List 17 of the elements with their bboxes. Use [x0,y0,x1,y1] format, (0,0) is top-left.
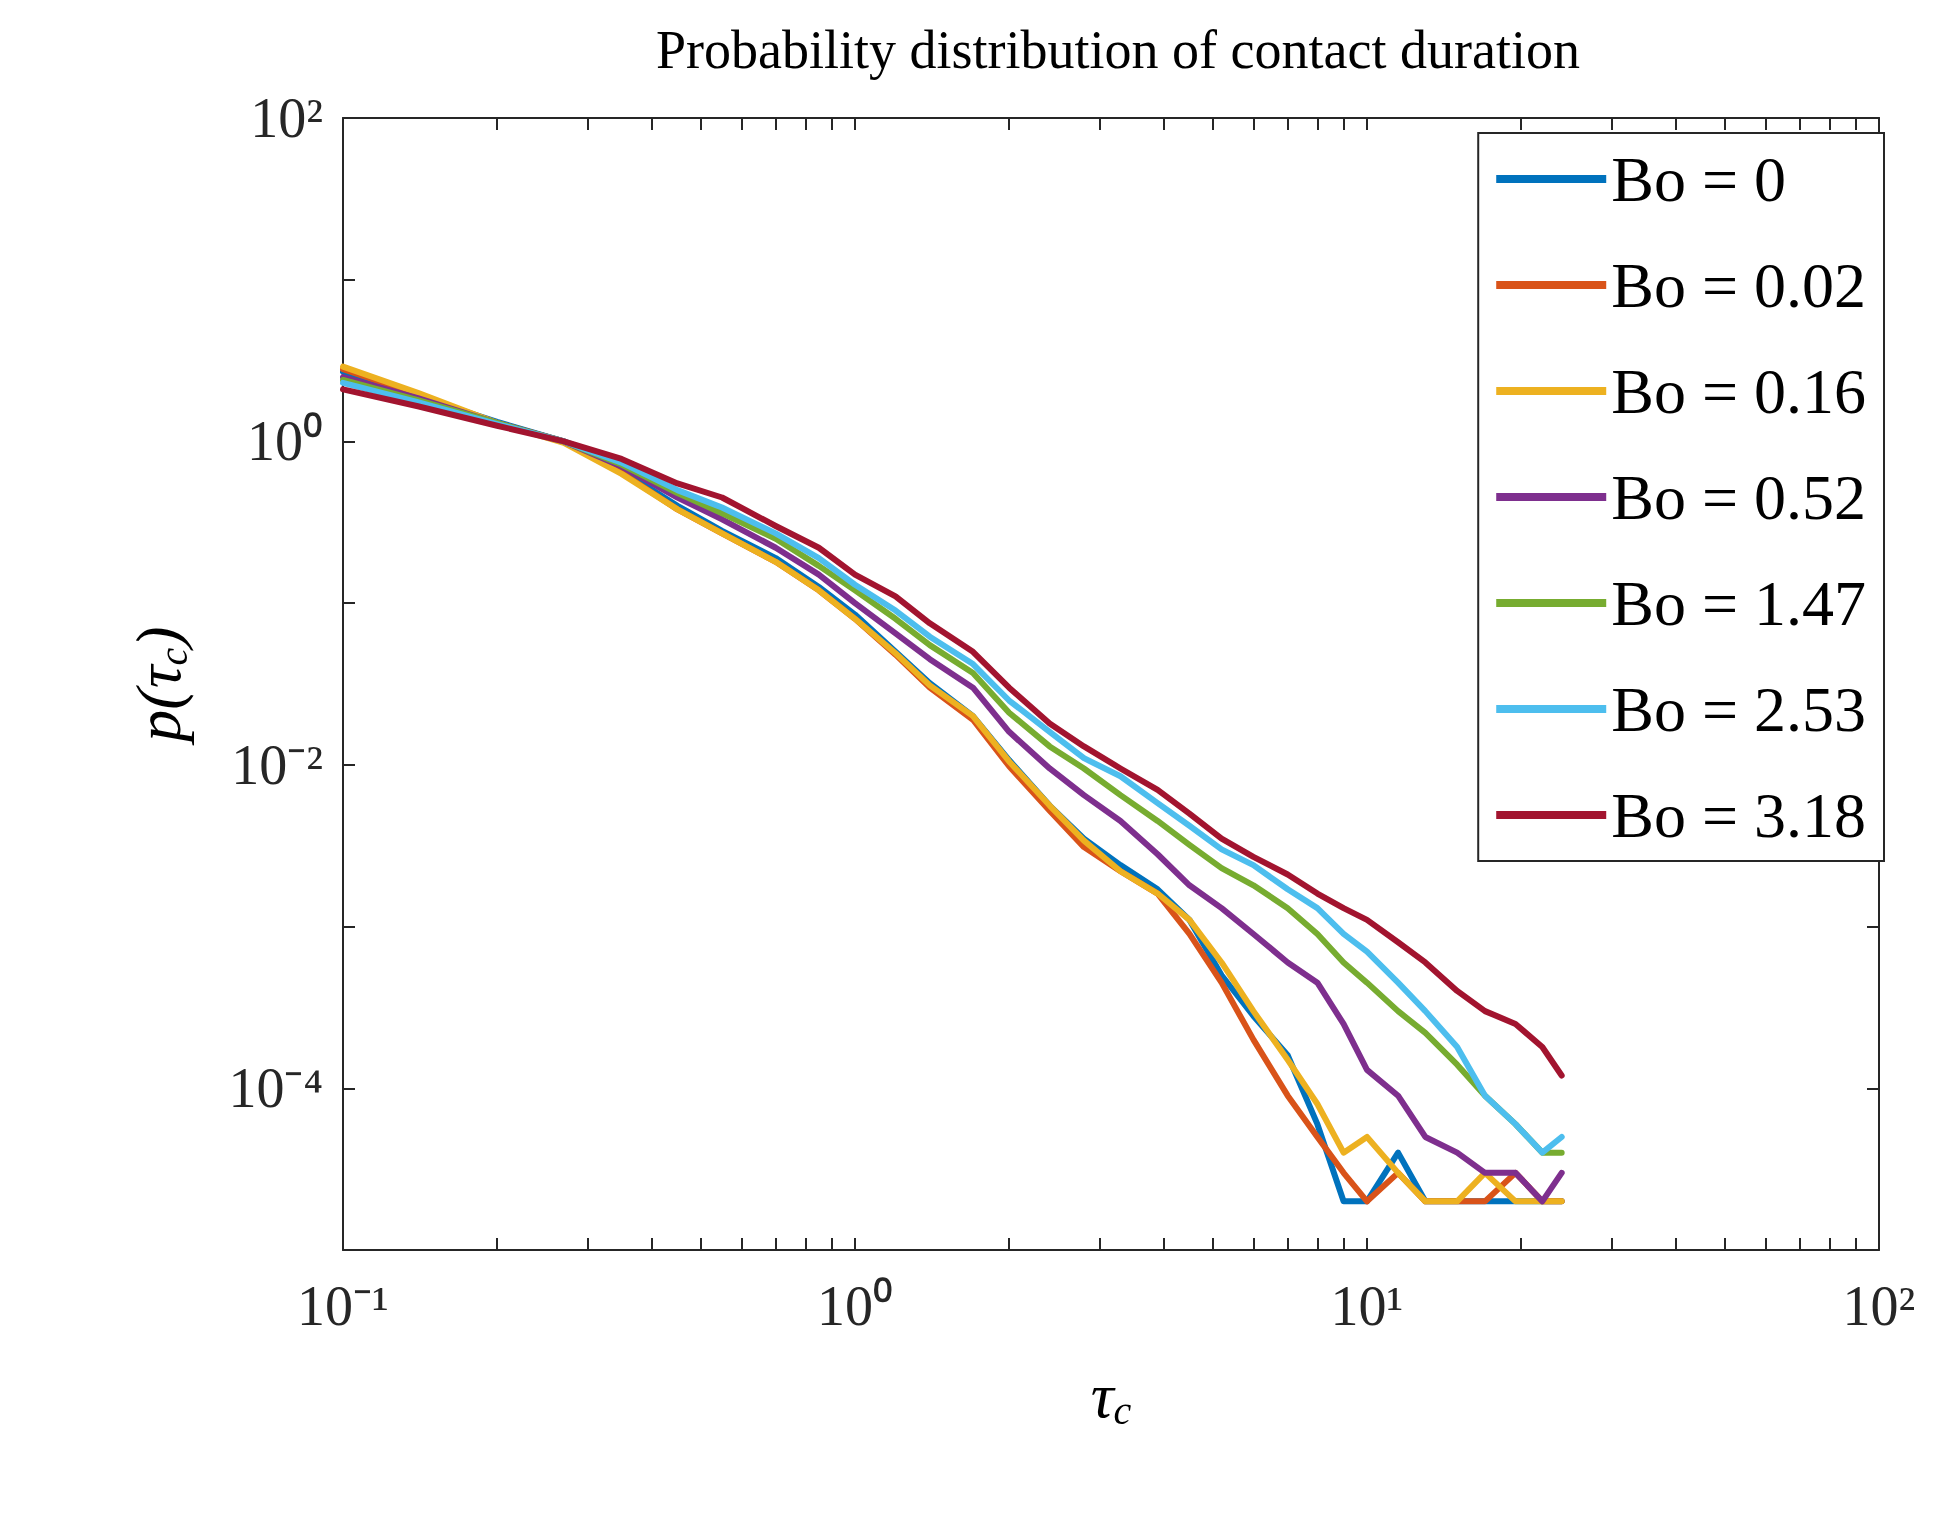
legend-label: Bo = 0.16 [1611,355,1866,427]
y-axis-title: p(τc) [122,626,196,746]
legend-label: Bo = 0.52 [1611,461,1866,533]
x-tick-label: 10¹ [1330,1275,1404,1337]
x-tick-label: 10⁰ [817,1275,893,1337]
y-tick-label: 10² [250,87,323,149]
y-tick-label: 10⁻² [231,733,323,796]
y-tick-label: 10⁻⁴ [228,1057,323,1120]
legend-label: Bo = 0.02 [1611,249,1866,321]
legend-label: Bo = 0 [1611,143,1786,215]
legend-label: Bo = 2.53 [1611,673,1866,745]
y-tick-label: 10⁰ [247,410,323,473]
chart-title: Probability distribution of contact duration [656,20,1580,80]
x-tick-label: 10⁻¹ [297,1275,389,1337]
legend-label: Bo = 1.47 [1611,567,1866,639]
x-tick-label: 10² [1842,1275,1916,1337]
legend-label: Bo = 3.18 [1611,779,1866,851]
